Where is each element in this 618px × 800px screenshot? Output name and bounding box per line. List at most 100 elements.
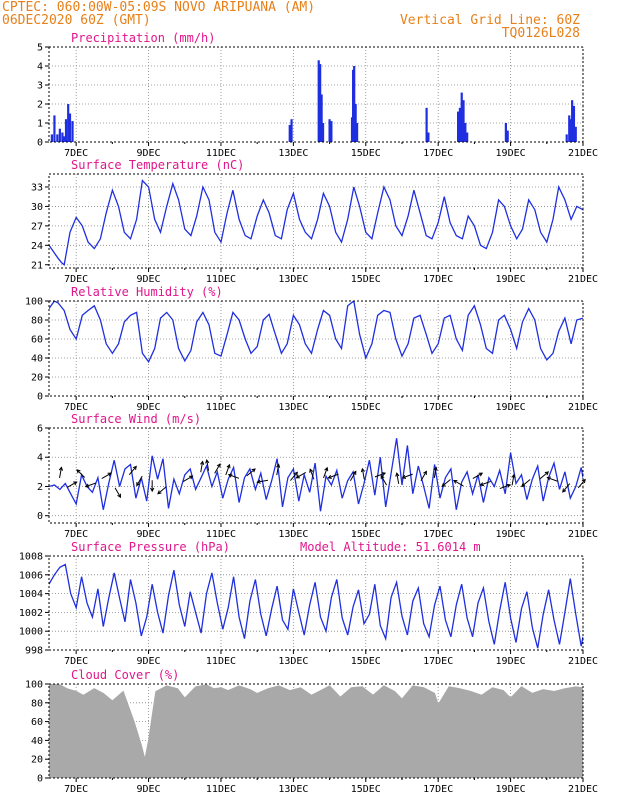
wind-arrow-head (324, 466, 329, 472)
precip-bar (571, 100, 574, 142)
wind-arrow-shaft (309, 469, 315, 480)
wind-arrow-head (506, 483, 511, 488)
wind-arrow (114, 487, 121, 499)
wind-arrow-head (360, 467, 365, 473)
wind-arrow (128, 465, 137, 476)
x-tick-label: 11DEC (206, 529, 236, 540)
y-tick-label: 4 (37, 62, 43, 73)
x-tick-label: 19DEC (496, 784, 526, 795)
precip-bar (462, 100, 465, 142)
wind-arrow-shaft (200, 461, 204, 473)
precip-bar (427, 132, 430, 142)
wind-arrow-shaft (453, 480, 464, 487)
wind-arrow-head (395, 472, 400, 477)
wind-arrow-head (478, 472, 484, 477)
wind-arrow-head (84, 483, 90, 488)
wind-arrow-head (433, 466, 438, 471)
wind-arrow-head (256, 479, 261, 484)
wind-arrow-shaft (499, 484, 511, 490)
precip-bar (56, 134, 59, 142)
wind-arrow-head (58, 466, 64, 471)
wind-arrow-shaft (128, 466, 137, 476)
y-tick-label: 21 (31, 260, 43, 271)
panel-title-precip: Precipitation (mm/h) (71, 31, 216, 45)
panel-frame (48, 46, 584, 143)
wind-arrow (101, 472, 113, 480)
x-tick-label: 7DEC (64, 656, 88, 667)
wind-arrow (539, 471, 550, 480)
precip-bar (328, 119, 331, 142)
header-model-id: TQ0126L028 (502, 26, 580, 41)
x-tick-label: 11DEC (206, 274, 236, 285)
wind-arrow-shaft (396, 473, 400, 484)
precip-bar (569, 119, 572, 142)
wind-arrow-head (521, 482, 526, 488)
y-tick-label: 100 (25, 680, 43, 691)
wind-arrow-head (251, 468, 256, 473)
x-tick-label: 11DEC (206, 784, 236, 795)
x-tick-label: 9DEC (137, 529, 161, 540)
x-tick-label: 17DEC (423, 656, 453, 667)
y-tick-label: 6 (37, 424, 43, 435)
x-tick-label: 17DEC (423, 784, 453, 795)
x-tick-label: 17DEC (423, 529, 453, 540)
x-tick-label: 13DEC (278, 784, 308, 795)
wind-arrow-shaft (361, 468, 365, 480)
wind-arrow-head (511, 473, 516, 479)
wind-arrow-shaft (420, 471, 427, 481)
header-grid-line-note: Vertical Grid Line: 60Z (400, 13, 580, 28)
y-tick-label: 40 (31, 354, 43, 365)
x-tick-label: 7DEC (64, 274, 88, 285)
wind-arrow (157, 486, 167, 495)
wind-arrow-head (136, 481, 141, 487)
x-tick-label: 17DEC (423, 402, 453, 413)
plot-temp (49, 179, 583, 266)
y-tick-label: 2 (37, 100, 43, 111)
panel-title-temp: Surface Temperature (nC) (71, 158, 244, 172)
grid-temp (49, 174, 584, 268)
wind-arrow (380, 474, 388, 486)
precip-bar (425, 107, 428, 142)
precip-bar (504, 123, 507, 142)
precip-bar (353, 66, 356, 142)
wind-arrow-shaft (225, 464, 230, 476)
wind-arrow-shaft (480, 480, 491, 486)
rh-line (49, 301, 583, 364)
wind-arrow-head (381, 472, 387, 477)
wind-arrow-shaft (539, 471, 549, 480)
y-tick-label: 24 (31, 241, 43, 252)
plot-pressure (49, 563, 583, 649)
wind-arrow-head (293, 471, 299, 476)
wind-arrow (511, 473, 516, 486)
wind-arrow (76, 469, 86, 478)
x-tick-label: 15DEC (351, 402, 381, 413)
wind-arrow (395, 472, 400, 484)
wind-arrow-shaft (349, 471, 357, 481)
cloud-cover-area (49, 684, 583, 778)
header-date-line: 06DEC2020 60Z (GMT) (2, 13, 151, 28)
wind-arrow-shaft (76, 469, 86, 478)
y-tick-label: 0 (37, 774, 43, 785)
x-tick-label: 9DEC (137, 274, 161, 285)
wind-arrow-head (352, 470, 357, 475)
y-tick-label: 3 (37, 81, 43, 92)
precip-bar (53, 115, 56, 142)
x-tick-label: 11DEC (206, 148, 236, 159)
wind-arrow-head (581, 478, 586, 484)
wind-arrow-head (216, 463, 221, 468)
x-tick-label: 19DEC (496, 529, 526, 540)
y-tick-label: 1008 (19, 552, 43, 563)
wind-arrows (58, 459, 586, 499)
wind-arrow (453, 479, 464, 487)
wind-arrow (433, 466, 438, 479)
panel-subtitle-pressure: Model Altitude: 51.6014 m (300, 540, 481, 554)
plot-precip (50, 60, 577, 142)
precip-bar (320, 94, 323, 142)
y-tick-label: 1 (37, 119, 43, 130)
wind-arrow-head (73, 481, 78, 486)
wind-arrow-head (117, 493, 121, 499)
panel-temp: Surface Temperature (nC) 21 24 27 30 33 7DEC 9D… (31, 158, 598, 285)
x-tick-label: 13DEC (278, 148, 308, 159)
precip-bar (506, 130, 509, 142)
precip-bar (64, 119, 68, 142)
